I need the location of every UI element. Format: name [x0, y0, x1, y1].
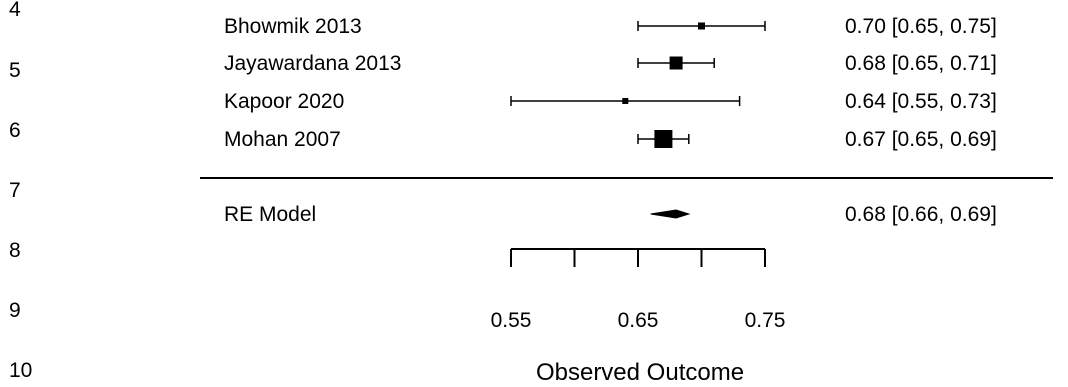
- line-number: 5: [9, 59, 21, 82]
- line-numbers: 4 5 6 7 8 9 10: [9, 0, 32, 382]
- study-label: Jayawardana 2013: [224, 52, 401, 75]
- x-tick-label: 0.55: [491, 309, 532, 332]
- summary-row: RE Model 0.68 [0.66, 0.69]: [224, 203, 997, 226]
- line-number: 9: [9, 299, 21, 322]
- line-number: 6: [9, 119, 21, 142]
- study-label: Kapoor 2020: [224, 90, 344, 113]
- ci-label: 0.67 [0.65, 0.69]: [845, 128, 997, 151]
- point-estimate-marker: [669, 56, 683, 70]
- point-estimate-marker: [622, 98, 629, 104]
- ci-label: 0.64 [0.55, 0.73]: [845, 90, 997, 113]
- x-tick-label: 0.75: [745, 309, 786, 332]
- study-labels: Bhowmik 2013 Jayawardana 2013 Kapoor 2020 M…: [224, 15, 401, 151]
- x-tick-label: 0.65: [618, 309, 659, 332]
- summary-label: RE Model: [224, 203, 316, 226]
- study-label: Bhowmik 2013: [224, 15, 362, 38]
- point-markers: [622, 22, 705, 148]
- summary-ci-label: 0.68 [0.66, 0.69]: [845, 203, 997, 226]
- point-estimate-marker: [698, 22, 705, 30]
- ci-label: 0.70 [0.65, 0.75]: [845, 15, 997, 38]
- x-axis: 0.55 0.65 0.75: [491, 248, 786, 332]
- summary-diamond: [650, 209, 691, 219]
- ci-label: 0.68 [0.65, 0.71]: [845, 52, 997, 75]
- line-number: 7: [9, 179, 21, 202]
- study-label: Mohan 2007: [224, 128, 341, 151]
- ci-lines: [510, 21, 766, 144]
- line-number: 4: [9, 0, 21, 21]
- point-estimate-marker: [654, 130, 673, 148]
- ci-labels: 0.70 [0.65, 0.75] 0.68 [0.65, 0.71] 0.64 […: [845, 15, 997, 151]
- x-axis-title: Observed Outcome: [536, 359, 744, 386]
- line-number: 8: [9, 239, 21, 262]
- line-number: 10: [9, 359, 32, 382]
